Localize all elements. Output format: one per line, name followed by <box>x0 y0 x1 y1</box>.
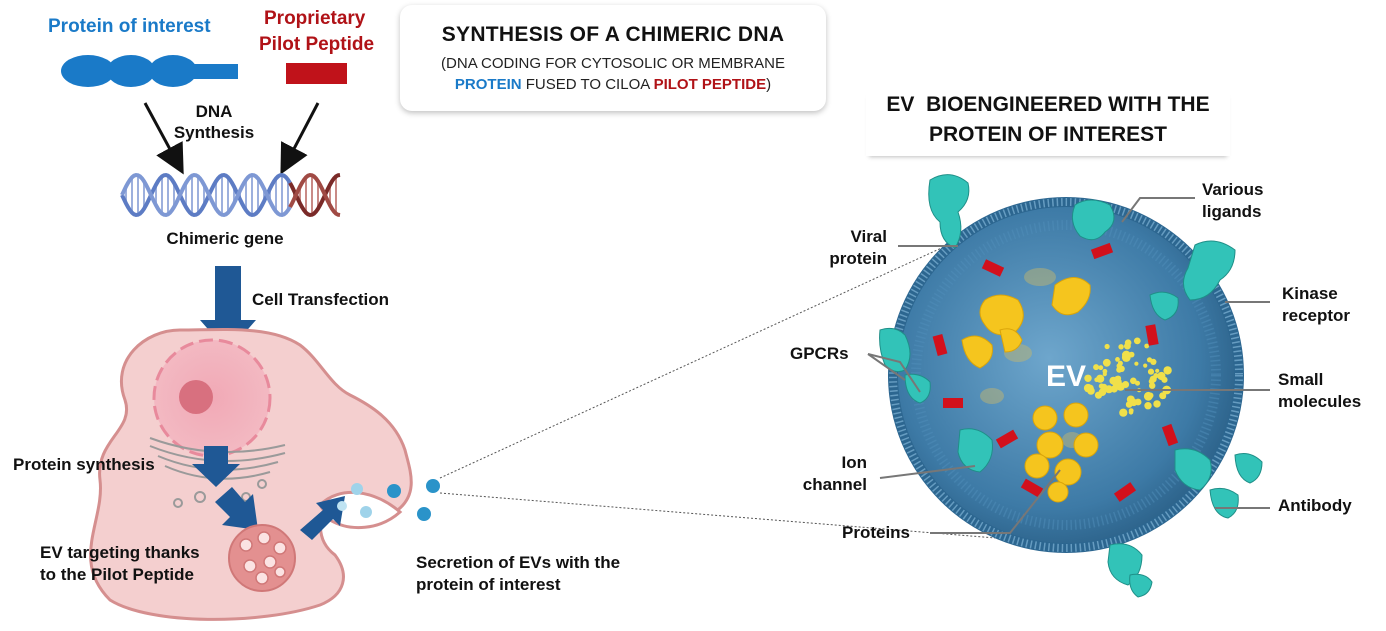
synthesis-subtitle: (DNA CODING FOR CYTOSOLIC OR MEMBRANE PR… <box>400 53 826 95</box>
small-molecule-dot <box>1119 408 1128 417</box>
multivesicular-body <box>228 524 296 592</box>
ev-label-leader-lines <box>867 197 1270 534</box>
pilot-peptide-label-line2: Pilot Peptide <box>259 34 374 55</box>
protein-keyword: PROTEIN <box>454 76 522 93</box>
ev-bioengineered-title: EV BIOENGINEERED WITH THE PROTEIN OF INT… <box>866 90 1230 156</box>
small-molecule-dot <box>1115 357 1120 362</box>
small-molecule-dot <box>1143 363 1148 368</box>
small-molecule-dot <box>1149 382 1156 389</box>
small-molecule-dot <box>1102 358 1111 367</box>
small-molecule-dot <box>1147 392 1154 399</box>
pilot-peptide-label-line1: Proprietary <box>264 8 366 29</box>
small-molecule-dot <box>1093 364 1100 371</box>
membrane-pilot-peptides <box>932 242 1179 502</box>
small-molecule-dot <box>1116 366 1123 373</box>
small-molecule-dot <box>1110 385 1118 393</box>
proteins-label: Proteins <box>842 523 910 542</box>
dna-synthesis-line1: DNA <box>196 102 233 121</box>
antibody-label: Antibody <box>1278 496 1352 515</box>
small-molecules-cluster <box>1083 337 1172 417</box>
small-molecule-dot <box>1118 344 1124 350</box>
small-molecule-dot <box>1112 377 1122 387</box>
small-molecule-dot <box>1104 343 1110 350</box>
synthesis-title: SYNTHESIS OF A CHIMERIC DNA <box>441 23 785 46</box>
small-molecule-dot <box>1122 350 1131 360</box>
fused-text: FUSED TO CILOA <box>521 76 654 93</box>
small-molecule-dot <box>1150 358 1157 365</box>
secreted-evs <box>337 479 440 521</box>
small-molecule-dot <box>1133 337 1141 345</box>
chimeric-gene-label: Chimeric gene <box>166 229 283 248</box>
small-molecule-dot <box>1128 410 1134 415</box>
small-molecule-dot <box>1087 387 1095 395</box>
chimeric-dna-helix-icon <box>120 172 341 218</box>
kinase-receptor-label-line2: receptor <box>1282 306 1350 325</box>
small-molecule-dot <box>1135 380 1140 386</box>
arrow-protein-to-dna <box>143 102 184 175</box>
subtitle-close: ) <box>766 76 772 93</box>
dna-synthesis-line2: Synthesis <box>174 123 254 142</box>
small-molecule-dot <box>1096 374 1105 383</box>
small-molecule-dot <box>1147 368 1155 375</box>
viral-protein-label-line2: protein <box>829 249 887 268</box>
small-molecule-dot <box>1098 365 1104 371</box>
nucleolus <box>179 380 213 414</box>
ev-title-line2: PROTEIN OF INTEREST <box>928 123 1167 146</box>
small-molecule-dot <box>1098 388 1107 397</box>
ion-channel-label-line2: channel <box>803 475 867 494</box>
arrow-pilot-to-dna <box>280 102 320 175</box>
ev-targeting-line1: EV targeting thanks <box>40 543 200 562</box>
protein-of-interest-shape <box>61 55 238 87</box>
kinase-receptor-label-line1: Kinase <box>1282 284 1338 303</box>
ion-channel-label-line1: Ion <box>842 453 868 472</box>
small-molecule-dot <box>1126 395 1135 404</box>
protein-synthesis-label: Protein synthesis <box>13 455 155 474</box>
small-molecule-dot <box>1084 374 1092 382</box>
small-molecule-dot <box>1159 373 1165 379</box>
small-molecule-dot <box>1149 375 1157 383</box>
various-ligands-label-line2: ligands <box>1202 202 1262 221</box>
small-molecule-dot <box>1153 400 1161 408</box>
small-molecule-dot <box>1117 360 1123 366</box>
small-molecule-dot <box>1124 339 1132 347</box>
small-molecule-dot <box>1163 366 1172 375</box>
synthesis-subtitle-line1: (DNA CODING FOR CYTOSOLIC OR MEMBRANE <box>441 55 785 72</box>
ev-targeting-arrow <box>215 487 258 530</box>
small-molecule-dot <box>1144 402 1152 410</box>
small-molecule-dot <box>1130 377 1137 385</box>
small-molecule-dot <box>1144 343 1150 349</box>
ev-title-line1: EV BIOENGINEERED WITH THE <box>886 93 1210 116</box>
viral-protein-label-line1: Viral <box>850 227 887 246</box>
secretion-arrow <box>300 496 345 540</box>
secretion-label-line2: protein of interest <box>416 575 561 594</box>
protein-synthesis-arrow <box>192 446 240 487</box>
ev-center-label: EV <box>1046 360 1086 393</box>
gpcrs-label: GPCRs <box>790 344 849 363</box>
small-molecule-dot <box>1122 381 1130 388</box>
secretion-label-line1: Secretion of EVs with the <box>416 553 620 572</box>
synthesis-title-box: SYNTHESIS OF A CHIMERIC DNA (DNA CODING … <box>400 5 826 111</box>
small-molecule-dot <box>1134 361 1139 366</box>
small-molecule-dot <box>1102 372 1107 377</box>
protein-of-interest-label: Protein of interest <box>48 16 211 37</box>
small-molecules-label-line2: molecules <box>1278 392 1361 411</box>
cell-transfection-label: Cell Transfection <box>252 290 389 309</box>
various-ligands-label-line1: Various <box>1202 180 1263 199</box>
pilot-peptide-shape <box>286 63 347 84</box>
small-molecule-dot <box>1160 393 1167 399</box>
ev-targeting-line2: to the Pilot Peptide <box>40 565 194 584</box>
small-molecules-label-line1: Small <box>1278 370 1323 389</box>
small-molecule-dot <box>1155 368 1160 373</box>
pilot-peptide-keyword: PILOT PEPTIDE <box>653 76 767 93</box>
gold-proteins <box>961 277 1099 503</box>
